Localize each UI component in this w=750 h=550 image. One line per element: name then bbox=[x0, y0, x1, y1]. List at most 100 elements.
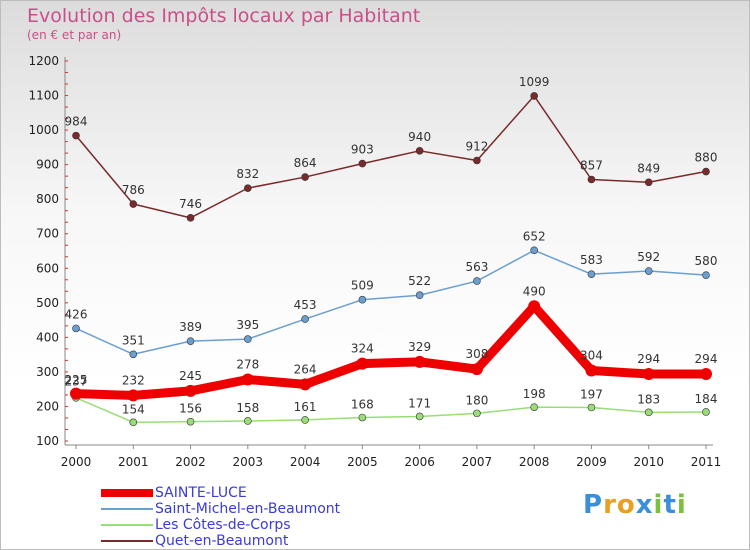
legend-swatch-cotes-de-corps bbox=[101, 524, 153, 526]
data-point bbox=[702, 167, 710, 176]
data-label: 237 bbox=[65, 375, 88, 389]
data-point bbox=[644, 267, 653, 275]
data-point bbox=[358, 295, 367, 304]
data-label: 198 bbox=[523, 387, 546, 401]
data-label: 225 bbox=[65, 373, 88, 387]
data-label: 1099 bbox=[519, 75, 550, 89]
data-label: 864 bbox=[294, 156, 317, 170]
data-label: 984 bbox=[65, 115, 88, 129]
x-tick-label: 2008 bbox=[519, 455, 550, 469]
data-label: 304 bbox=[580, 349, 603, 363]
data-point bbox=[301, 173, 309, 181]
data-label: 786 bbox=[122, 183, 145, 197]
proxiti-logo: Proxiti bbox=[583, 490, 687, 520]
data-label: 522 bbox=[408, 274, 431, 288]
data-label: 903 bbox=[351, 143, 374, 157]
data-point bbox=[530, 246, 538, 255]
data-point bbox=[473, 277, 481, 285]
x-tick-label: 2001 bbox=[118, 455, 149, 469]
data-point bbox=[70, 387, 82, 400]
chart-series bbox=[70, 92, 712, 427]
y-tick-label: 800 bbox=[36, 192, 59, 206]
series-line-0 bbox=[71, 301, 711, 400]
chart-data-labels: 237 232 245 278 264 324 329 308 490 304 294 294 426 3… bbox=[65, 75, 718, 416]
series-line-1 bbox=[75, 249, 707, 356]
data-point bbox=[587, 270, 596, 278]
data-point bbox=[129, 350, 138, 359]
chart-axes: 100 200 300 400 500 600 700 800 900 1000 1100 1200 2… bbox=[28, 54, 721, 469]
y-tick-label: 100 bbox=[36, 434, 59, 448]
data-point bbox=[585, 364, 598, 377]
data-label: 161 bbox=[294, 400, 317, 414]
series-line-3 bbox=[75, 95, 707, 219]
data-point bbox=[244, 335, 252, 343]
legend-swatch-sainte-luce bbox=[101, 489, 153, 497]
data-point bbox=[299, 378, 312, 391]
data-label: 308 bbox=[465, 347, 488, 361]
x-tick-label: 2010 bbox=[633, 455, 664, 469]
logo-letter: x bbox=[635, 490, 654, 520]
y-tick-label: 900 bbox=[36, 158, 59, 172]
legend-label: SAINTE-LUCE bbox=[155, 485, 247, 501]
logo-letter: o bbox=[616, 490, 636, 520]
data-point bbox=[186, 214, 195, 222]
legend-label: Quet-en-Beaumont bbox=[155, 533, 289, 549]
y-tick-label: 1100 bbox=[28, 89, 59, 103]
data-label: 912 bbox=[465, 139, 488, 153]
data-point bbox=[184, 384, 197, 397]
x-tick-label: 2009 bbox=[576, 455, 607, 469]
data-point bbox=[358, 159, 367, 168]
data-label: 652 bbox=[523, 229, 546, 243]
data-point bbox=[356, 357, 369, 370]
y-tick-label: 700 bbox=[36, 227, 59, 241]
data-point bbox=[702, 408, 710, 416]
data-point bbox=[129, 200, 138, 208]
data-point bbox=[241, 373, 254, 386]
data-label: 294 bbox=[637, 352, 660, 366]
legend-label: Les Côtes-de-Corps bbox=[155, 517, 291, 533]
y-tick-label: 200 bbox=[36, 399, 59, 413]
data-label: 329 bbox=[408, 340, 431, 354]
data-point bbox=[301, 416, 309, 424]
y-tick-label: 1200 bbox=[28, 54, 59, 68]
x-tick-label: 2004 bbox=[290, 455, 321, 469]
data-label: 294 bbox=[695, 352, 718, 366]
x-tick-label: 2011 bbox=[691, 455, 722, 469]
data-point bbox=[301, 315, 309, 323]
data-label: 857 bbox=[580, 158, 603, 172]
data-point bbox=[413, 355, 426, 368]
y-tick-label: 500 bbox=[36, 296, 59, 310]
data-label: 184 bbox=[695, 392, 718, 406]
logo-letter: t bbox=[663, 490, 677, 520]
data-label: 351 bbox=[122, 333, 145, 347]
data-label: 158 bbox=[236, 401, 259, 415]
data-label: 156 bbox=[179, 402, 202, 416]
data-point bbox=[415, 147, 424, 155]
data-label: 580 bbox=[695, 254, 718, 268]
data-label: 395 bbox=[236, 318, 259, 332]
data-label: 197 bbox=[580, 387, 603, 401]
data-point bbox=[358, 413, 367, 422]
data-label: 180 bbox=[465, 393, 488, 407]
data-point bbox=[644, 178, 653, 187]
data-label: 232 bbox=[122, 373, 145, 387]
data-label: 278 bbox=[236, 358, 259, 372]
data-point bbox=[186, 417, 195, 426]
data-label: 171 bbox=[408, 396, 431, 410]
legend-swatch-saint-michel bbox=[101, 508, 153, 510]
data-label: 746 bbox=[179, 197, 202, 211]
data-label: 324 bbox=[351, 342, 374, 356]
data-label: 563 bbox=[465, 260, 488, 274]
data-point bbox=[72, 324, 80, 333]
data-label: 849 bbox=[637, 161, 660, 175]
data-point bbox=[702, 271, 710, 279]
data-point bbox=[244, 184, 252, 192]
data-point bbox=[415, 412, 424, 421]
data-label: 183 bbox=[637, 392, 660, 406]
data-point bbox=[530, 92, 538, 100]
data-point bbox=[642, 367, 655, 380]
data-label: 509 bbox=[351, 279, 374, 293]
x-tick-label: 2003 bbox=[233, 455, 264, 469]
chart-title: Evolution des Impôts locaux par Habitant bbox=[27, 5, 421, 27]
